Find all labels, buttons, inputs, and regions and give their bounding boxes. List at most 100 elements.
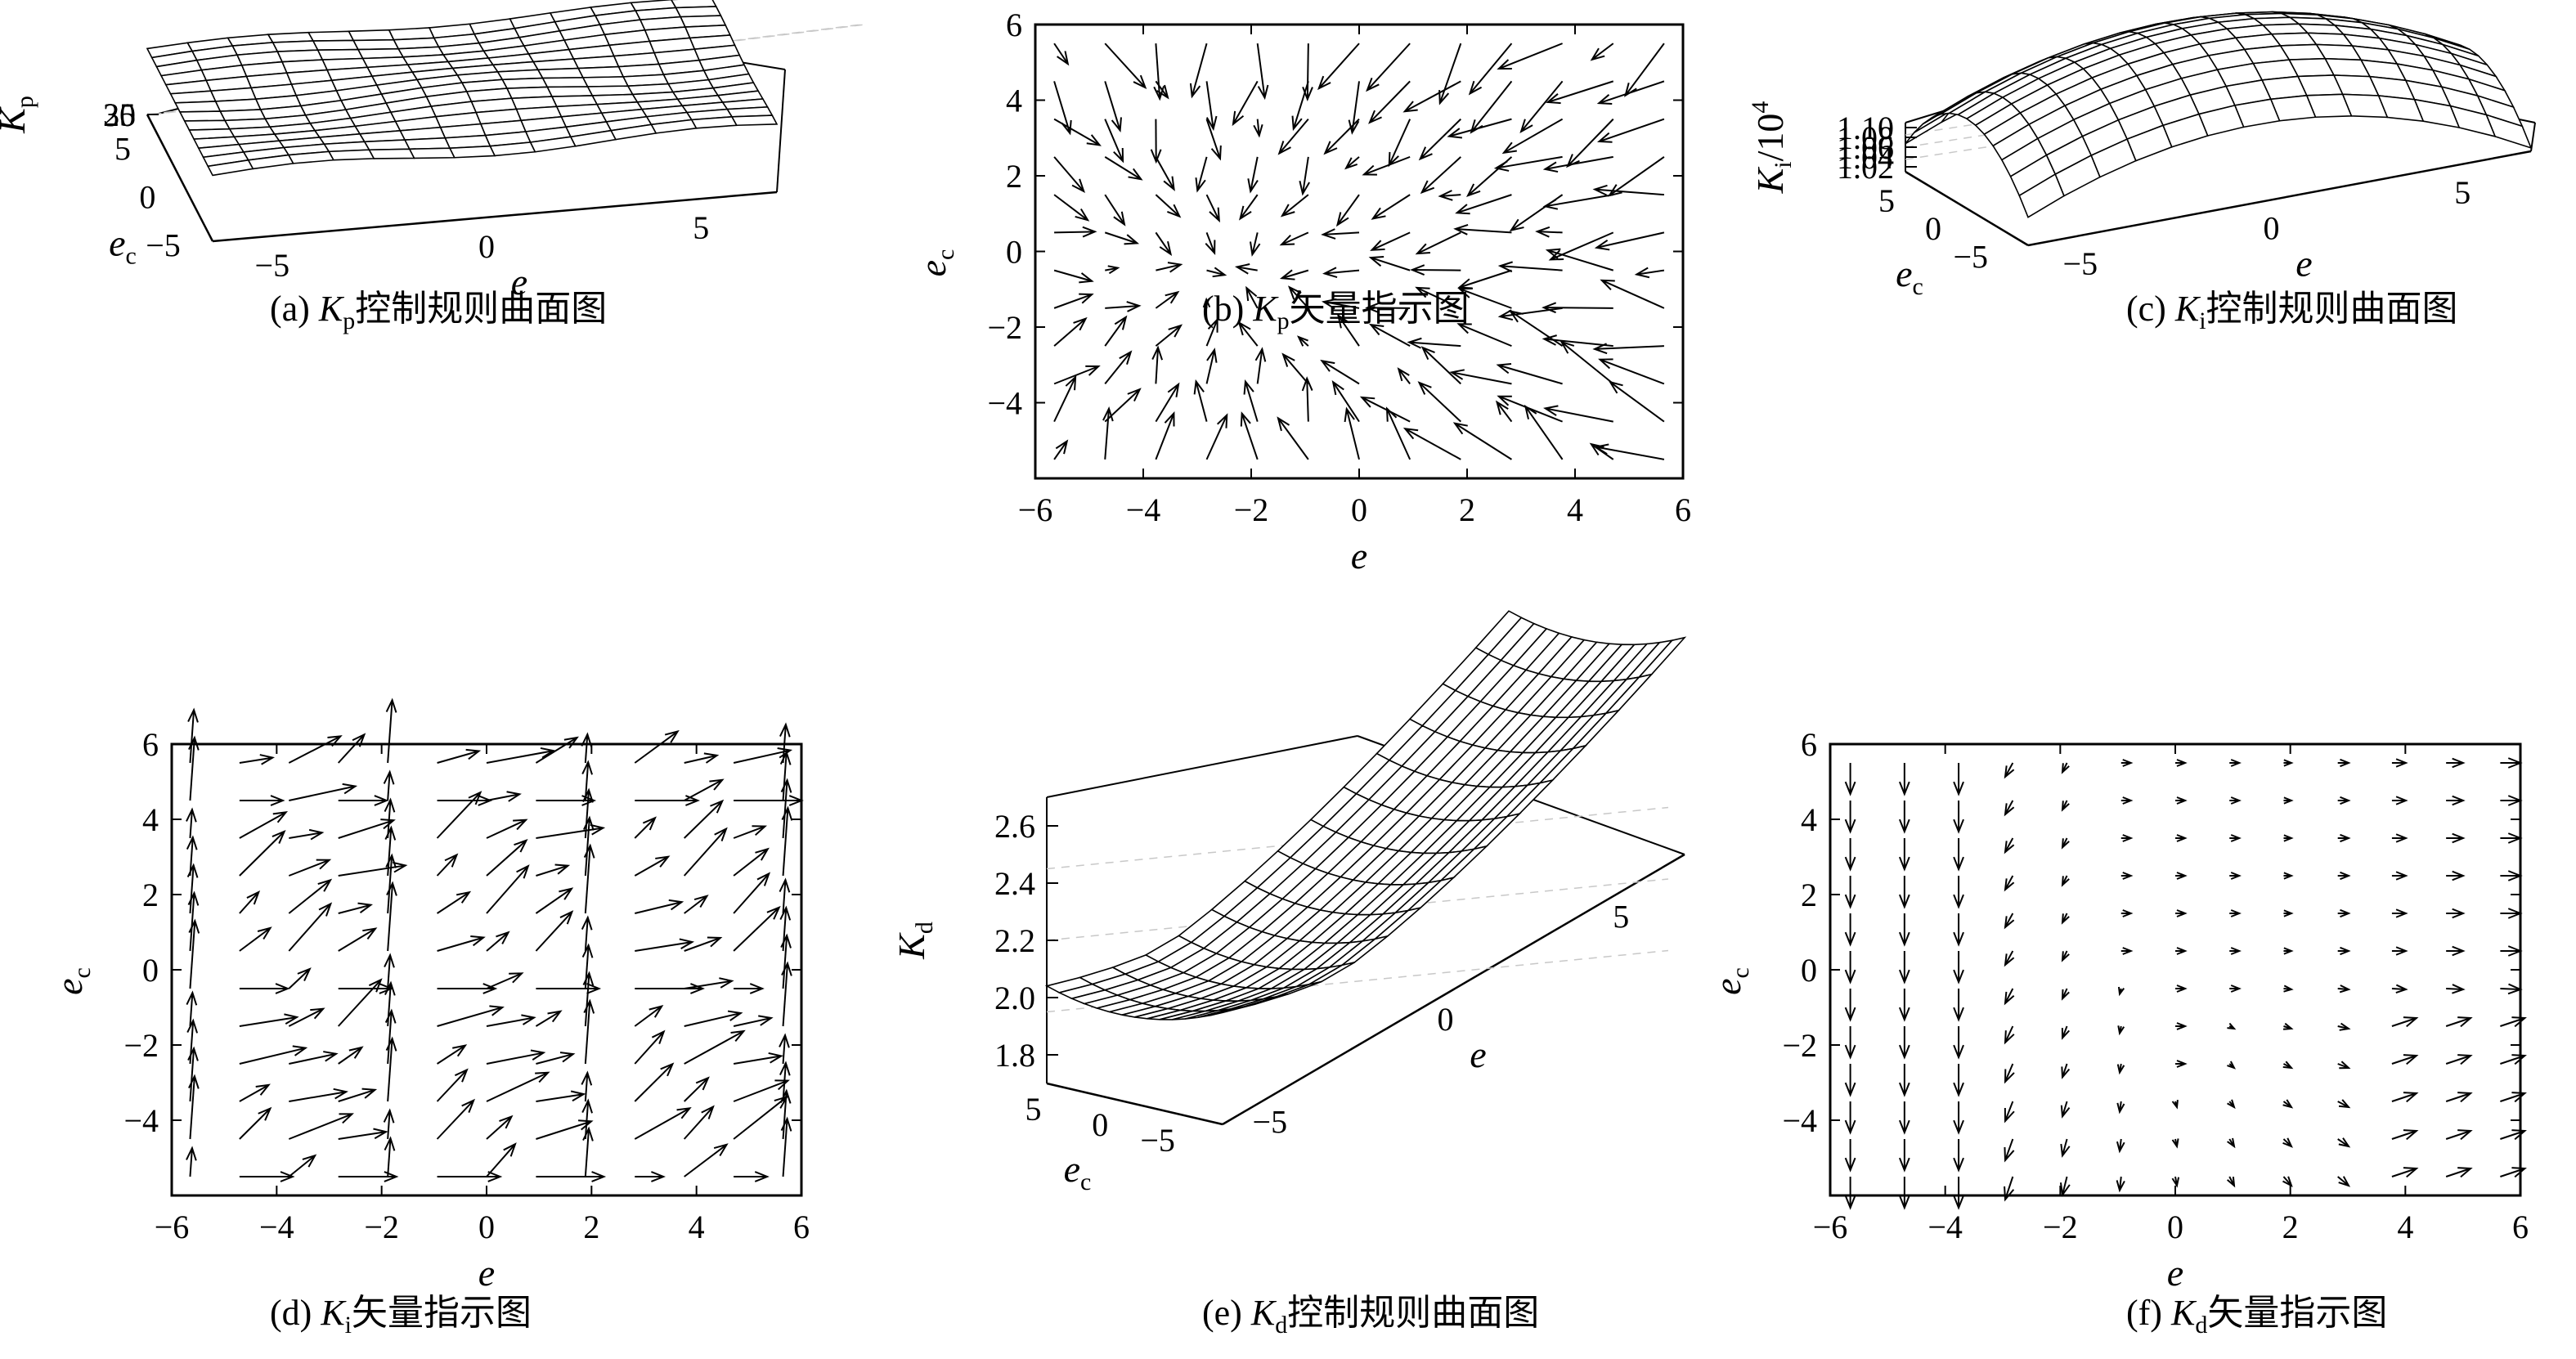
quiver-plots bbox=[170, 23, 2527, 1210]
vector-arrow-head bbox=[1079, 272, 1094, 284]
vector-arrow-shaft bbox=[1245, 287, 1259, 309]
vector-arrow-shaft bbox=[1567, 118, 1614, 167]
surface-mesh-cell bbox=[348, 29, 395, 42]
z-tick-label: 1.02 bbox=[1837, 149, 1894, 186]
vector-arrow-head bbox=[2340, 908, 2351, 918]
vector-arrow-head bbox=[2457, 1167, 2473, 1178]
vector-arrow-head bbox=[2511, 1054, 2527, 1065]
vector-arrow-shaft bbox=[733, 872, 770, 914]
x-tick-label: 0 bbox=[1438, 1001, 1454, 1038]
x-tick-label: 0 bbox=[478, 1209, 495, 1245]
vector-arrow-head bbox=[693, 895, 709, 908]
y-tick-label: −4 bbox=[1782, 1102, 1817, 1139]
vector-arrow-head bbox=[2176, 796, 2188, 805]
vector-arrow-shaft bbox=[634, 817, 656, 839]
vector-arrow-shaft bbox=[437, 1007, 503, 1027]
vector-arrow-head bbox=[1953, 1007, 1964, 1022]
vector-arrow-shaft bbox=[1545, 407, 1613, 423]
vector-arrow-head bbox=[2117, 986, 2125, 997]
vector-arrow-head bbox=[2283, 984, 2294, 993]
vector-arrow-head bbox=[1128, 168, 1143, 181]
y-axis-line bbox=[1905, 170, 2029, 247]
z-tick-label: 2.0 bbox=[994, 980, 1035, 1016]
vector-arrow-shaft bbox=[584, 917, 589, 952]
vector-arrow-shaft bbox=[1104, 119, 1124, 162]
vector-arrow-head bbox=[1415, 243, 1431, 255]
surface-a bbox=[146, 0, 865, 243]
y-tick-label: 6 bbox=[142, 726, 159, 763]
vector-arrow-head bbox=[2457, 1054, 2473, 1065]
box-edge bbox=[1046, 735, 1358, 798]
x-tick-label: 2 bbox=[2282, 1209, 2299, 1245]
vector-arrow-head bbox=[581, 943, 594, 958]
vector-arrow-head bbox=[2116, 1180, 2125, 1193]
vector-arrow-head bbox=[581, 1070, 593, 1086]
vector-arrow-shaft bbox=[1053, 81, 1071, 134]
z-axis-label: Ki/104 bbox=[1747, 101, 1797, 195]
x-tick-label: −5 bbox=[1253, 1103, 1288, 1140]
vector-arrow-shaft bbox=[684, 895, 708, 914]
vector-arrow-head bbox=[1844, 1119, 1856, 1135]
vector-arrow-head bbox=[1898, 819, 1910, 834]
vector-arrow-shaft bbox=[387, 1011, 393, 1065]
vector-arrow-head bbox=[2282, 1099, 2294, 1109]
vector-arrow-shaft bbox=[733, 1079, 788, 1102]
vector-arrow-shaft bbox=[782, 880, 787, 914]
vector-arrow-head bbox=[664, 729, 680, 743]
vector-arrow-shaft bbox=[387, 828, 393, 877]
vector-arrow-head bbox=[1388, 151, 1399, 168]
y-axis-symbol: e bbox=[1707, 978, 1748, 994]
vector-arrow-head bbox=[1232, 110, 1245, 127]
vector-arrow-head bbox=[1447, 128, 1463, 139]
vector-arrow-head bbox=[2403, 1054, 2419, 1065]
vector-arrow-shaft bbox=[1195, 381, 1208, 422]
vector-arrow-shaft bbox=[683, 800, 723, 839]
vector-arrow-shaft bbox=[189, 993, 194, 1027]
vector-arrow-head bbox=[1397, 367, 1410, 382]
caption-subscript: p bbox=[1277, 307, 1290, 334]
vector-arrow-shaft bbox=[782, 1063, 787, 1102]
vector-arrow-head bbox=[1291, 115, 1303, 132]
vector-arrow-head bbox=[1844, 1044, 1856, 1060]
surface-mesh-cell bbox=[541, 77, 589, 88]
vector-arrow-shaft bbox=[2445, 1130, 2471, 1140]
vector-arrow-shaft bbox=[1250, 156, 1259, 192]
vector-arrow-shaft bbox=[1416, 231, 1461, 255]
vector-arrow-head bbox=[1898, 1082, 1910, 1097]
vector-arrow-head bbox=[788, 795, 804, 806]
vector-arrow-shaft bbox=[189, 893, 195, 952]
vector-arrow-head bbox=[2457, 1129, 2473, 1141]
vector-arrow-shaft bbox=[1498, 395, 1563, 423]
vector-arrow-head bbox=[2004, 1146, 2015, 1163]
vector-arrow-shaft bbox=[782, 752, 788, 801]
z-axis-symbol: K bbox=[891, 932, 932, 960]
y-tick-label: 0 bbox=[1925, 210, 1941, 247]
vector-arrow-head bbox=[2283, 909, 2294, 917]
vector-arrow-shaft bbox=[634, 1005, 662, 1027]
vector-arrow-shaft bbox=[1289, 286, 1309, 309]
vector-arrow-head bbox=[1953, 856, 1964, 872]
vector-arrow-shaft bbox=[2500, 1092, 2525, 1102]
vector-arrow-head bbox=[1322, 267, 1338, 278]
vector-arrow-shaft bbox=[683, 1077, 709, 1102]
vector-arrow-shaft bbox=[189, 1148, 193, 1177]
vector-arrow-shaft bbox=[387, 883, 394, 952]
vector-arrow-shaft bbox=[782, 1119, 788, 1177]
vector-arrow-shaft bbox=[1053, 269, 1093, 282]
vector-arrow-head bbox=[1205, 115, 1218, 132]
vector-arrow-shaft bbox=[2500, 1055, 2525, 1065]
vector-arrow-head bbox=[339, 1113, 354, 1124]
vector-arrow-head bbox=[1456, 323, 1472, 334]
vector-arrow-shaft bbox=[288, 1113, 352, 1140]
vector-arrow-head bbox=[1167, 204, 1182, 218]
vector-arrow-head bbox=[701, 1105, 715, 1119]
y-axis-symbol: e bbox=[48, 978, 90, 994]
y-tick-label: 0 bbox=[1092, 1106, 1108, 1143]
surface-plots bbox=[146, 0, 2536, 1126]
vector-arrow-head bbox=[1371, 207, 1386, 220]
vector-arrow-head bbox=[1113, 211, 1126, 226]
vector-arrow-head bbox=[1535, 226, 1551, 238]
vector-arrow-shaft bbox=[1205, 194, 1220, 222]
vector-arrow-head bbox=[2227, 1137, 2236, 1149]
vector-arrow-shaft bbox=[338, 927, 376, 952]
